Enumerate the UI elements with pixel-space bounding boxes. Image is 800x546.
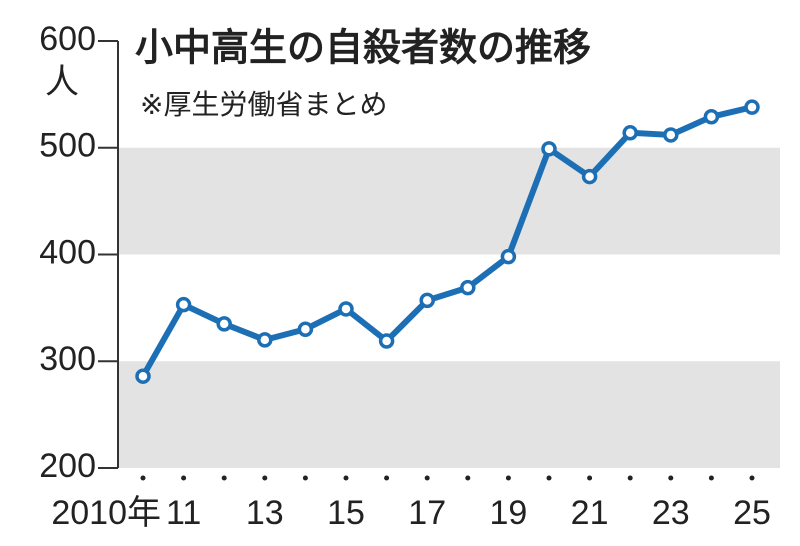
x-tick-label: 15	[327, 494, 365, 532]
x-tick-label: 25	[733, 494, 771, 532]
x-tick-dot	[181, 475, 187, 481]
x-tick-dot	[627, 475, 633, 481]
point	[500, 248, 517, 265]
x-tick-dot	[546, 475, 552, 481]
band	[118, 361, 780, 468]
point	[135, 368, 151, 384]
x-tick-label: 13	[246, 494, 284, 532]
y-tick-label: 600	[39, 20, 96, 58]
x-tick-dot	[587, 475, 593, 481]
x-tick-dot	[749, 475, 755, 481]
y-tick-label: 500	[39, 127, 96, 165]
point	[338, 301, 354, 317]
x-tick-dot	[384, 475, 390, 481]
x-tick-dot	[505, 475, 511, 481]
x-tick-label: 11	[166, 494, 201, 532]
chart-subtitle: ※厚生労働省まとめ	[140, 88, 387, 121]
x-tick-dot	[343, 475, 349, 481]
line	[140, 104, 753, 378]
y-unit: 人	[45, 63, 79, 101]
x-tick-dot	[465, 475, 471, 481]
point	[460, 279, 476, 296]
x-tick-dot	[262, 475, 268, 481]
chart-title: 小中高生の自殺者数の推移	[135, 26, 591, 70]
y-tick-label: 400	[39, 233, 96, 271]
x-tick-dot	[302, 475, 308, 481]
point	[297, 321, 314, 337]
point	[419, 292, 435, 309]
y-tick-label: 300	[39, 340, 96, 378]
point	[622, 125, 638, 141]
x-tick-label: 23	[652, 494, 690, 532]
x-tick-label: 17	[408, 494, 446, 532]
point	[175, 296, 192, 313]
point	[744, 99, 760, 115]
point	[541, 141, 557, 157]
x-tick-dot	[140, 475, 146, 481]
point	[703, 109, 720, 125]
band	[118, 147, 780, 255]
point	[216, 316, 232, 332]
y-tick-label: 200	[39, 447, 96, 485]
x-tick-dot	[668, 475, 674, 481]
x-tick-label: 21	[571, 494, 609, 532]
x-tick-label: 2010年	[51, 494, 161, 532]
point	[378, 333, 395, 349]
point	[257, 332, 273, 348]
x-tick-dot	[708, 475, 714, 481]
x-tick-dot	[424, 475, 430, 481]
point	[581, 168, 598, 185]
point	[663, 127, 679, 143]
x-tick-dot	[221, 475, 227, 481]
x-tick-label: 19	[489, 494, 527, 532]
